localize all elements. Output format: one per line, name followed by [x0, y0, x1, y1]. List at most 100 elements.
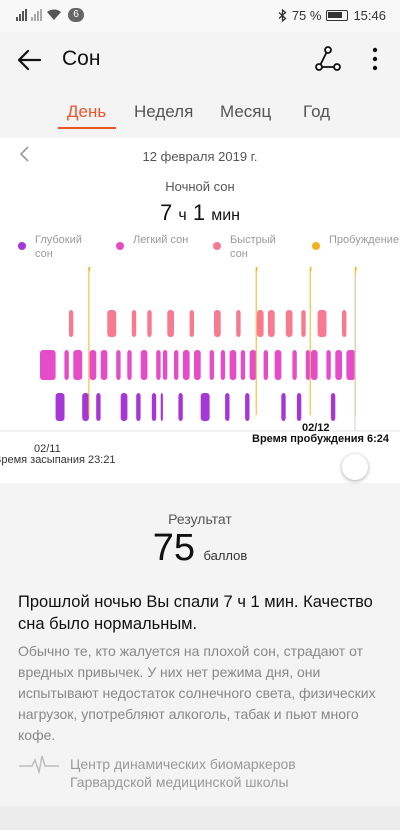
sleep-segment-light [346, 350, 356, 380]
sleep-segment-rem [147, 310, 152, 337]
tab-year[interactable]: Год [303, 102, 331, 121]
sleep-segment-light [326, 350, 331, 380]
legend-label-light: Легкий сон [133, 234, 189, 246]
sleep-segment-light [156, 350, 161, 380]
sleep-segment-deep [296, 393, 302, 421]
sleep-segment-light [127, 350, 132, 380]
sleep-day-card: 12 февраля 2019 г. Ночной сон 7 ч 1 мин … [0, 138, 400, 483]
duration-minutes: 1 [192, 200, 206, 225]
sleep-segment-deep [55, 393, 65, 421]
legend-dot-awake [312, 242, 320, 250]
back-arrow-icon[interactable] [14, 46, 44, 74]
legend-dot-light [116, 242, 124, 250]
app-bar: Сон [0, 32, 400, 88]
battery-icon [326, 10, 349, 21]
tab-day[interactable]: День [67, 102, 107, 121]
sleep-segment-light [40, 350, 56, 380]
sleep-segment-light [335, 350, 342, 380]
clock: 15:46 [353, 8, 386, 23]
timeline-end-time: Время пробуждения 6:24 [252, 433, 390, 445]
sleep-segment-deep [281, 393, 286, 421]
duration-hours-unit: ч [178, 207, 187, 224]
score-unit: баллов [203, 548, 248, 563]
sleep-segment-light [174, 350, 179, 380]
sleep-stage-chart[interactable] [0, 265, 400, 435]
sleep-segment-deep [245, 393, 250, 421]
timeline-start-date: 02/11 [34, 443, 61, 455]
share-icon[interactable] [314, 44, 342, 74]
sleep-segment-deep [96, 393, 101, 421]
source-attribution: Центр динамических биомаркеров Гарвардск… [70, 756, 296, 790]
sleep-segment-deep [200, 393, 210, 421]
chevron-left-icon[interactable] [16, 144, 34, 164]
heartbeat-logo-icon [19, 755, 59, 775]
sleep-segment-rem [342, 310, 347, 337]
sleep-advice: Обычно те, кто жалуется на плохой сон, с… [18, 643, 376, 743]
sleep-segment-rem [301, 310, 306, 337]
sleep-segment-light [209, 350, 214, 380]
legend-dot-rem [213, 242, 221, 250]
bottom-strip [0, 806, 400, 830]
sleep-score: 75 баллов [0, 527, 400, 570]
sleep-segment-rem [167, 310, 174, 337]
tab-month[interactable]: Месяц [220, 102, 272, 121]
sleep-segment-light [116, 350, 121, 380]
sleep-segment-rem [189, 310, 194, 337]
notification-badge: 6 [68, 8, 84, 22]
active-tab-indicator [58, 127, 116, 129]
sleep-segment-light [89, 350, 97, 380]
sleep-segment-light [194, 350, 201, 380]
sleep-segment-light [274, 350, 282, 380]
sleep-segment-light [162, 350, 168, 380]
page-title: Сон [62, 47, 101, 70]
sleep-segment-rem [256, 310, 264, 337]
battery-percent: 75 % [291, 8, 322, 23]
cell-signal-2-icon [31, 9, 42, 21]
sleep-segment-light [73, 350, 83, 380]
legend-label-deep: Глубокий сон [35, 234, 82, 260]
legend-label-rem: Быстрый сон [230, 234, 276, 260]
sleep-segment-awake [355, 267, 357, 271]
sleep-segment-light [292, 350, 297, 380]
sleep-segment-deep [151, 393, 157, 421]
sleep-segment-awake [310, 267, 312, 271]
selected-date: 12 февраля 2019 г. [142, 149, 258, 164]
sleep-segment-deep [120, 393, 128, 421]
legend-label-awake: Пробуждение [329, 234, 400, 246]
sleep-segment-light [305, 350, 311, 380]
sleep-segment-light [220, 350, 226, 380]
sleep-segment-deep [330, 393, 336, 421]
sleep-segment-light [249, 350, 257, 380]
sleep-segment-rem [236, 310, 241, 337]
legend-dot-deep [18, 242, 26, 250]
result-label: Результат [168, 511, 232, 527]
sleep-segment-rem [131, 310, 137, 337]
bluetooth-icon [278, 9, 287, 22]
sleep-segment-awake [256, 267, 258, 271]
sleep-segment-awake [88, 267, 91, 271]
period-tabs: День Неделя Месяц Год [0, 88, 400, 138]
score-value: 75 [152, 527, 195, 569]
sleep-segment-rem [285, 310, 293, 337]
sleep-segment-deep [178, 393, 183, 421]
sleep-segment-rem [107, 310, 117, 337]
sleep-segment-rem [214, 310, 221, 337]
duration-hours: 7 [160, 200, 173, 225]
more-vertical-icon[interactable] [364, 44, 386, 74]
sleep-segment-light [240, 350, 246, 380]
sleep-segment-deep [225, 393, 230, 421]
duration-minutes-unit: мин [211, 207, 240, 224]
sleep-segment-light [140, 350, 148, 380]
sleep-summary: Прошлой ночью Вы спали 7 ч 1 мин. Качест… [18, 593, 373, 633]
timeline-scrub-handle[interactable] [342, 454, 368, 480]
sleep-segment-deep [160, 393, 163, 421]
wifi-icon [47, 9, 61, 20]
sleep-segment-rem [317, 310, 327, 337]
sleep-segment-rem [68, 310, 74, 337]
sleep-segment-light [310, 350, 318, 380]
sleep-segment-light [100, 350, 108, 380]
sleep-segment-rem [268, 310, 275, 337]
tab-week[interactable]: Неделя [134, 102, 194, 121]
night-sleep-label: Ночной сон [165, 179, 235, 194]
sleep-duration: 7 ч 1 мин [0, 200, 400, 226]
